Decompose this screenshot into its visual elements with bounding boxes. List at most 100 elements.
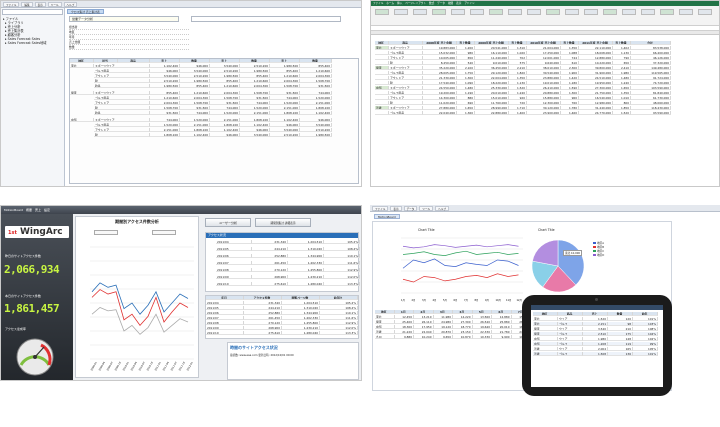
ribbon-icon[interactable]: [622, 9, 636, 15]
value-cell: 1,210,600: [150, 96, 180, 100]
report-tab[interactable]: クロス集計 売上集計表: [67, 9, 104, 14]
table-cell: 2011/05: [206, 306, 244, 310]
grid-cell: 261,450: [252, 261, 288, 265]
detail-button[interactable]: 期間別集計 詳細表示: [255, 218, 311, 227]
toolbar-button[interactable]: 表示: [390, 205, 402, 211]
ribbon-icon[interactable]: [413, 9, 427, 15]
table-cell: 1,480,040: [282, 331, 320, 335]
formula-bar[interactable]: [371, 26, 719, 31]
dashboard-tab[interactable]: 売上: [35, 208, 42, 212]
filter-box[interactable]: [191, 16, 341, 22]
group-label: 中部: [70, 118, 94, 122]
ribbon-icon[interactable]: [584, 9, 598, 15]
ribbon-icon[interactable]: [527, 9, 541, 15]
tree-item[interactable]: ▸ Sales Forecast Sales地域: [3, 41, 47, 45]
toolbar-button[interactable]: ファイル: [372, 205, 389, 211]
ribbon-icon[interactable]: [394, 9, 408, 15]
tree-item[interactable]: ▸ 顧客分析: [3, 33, 21, 37]
ribbon-tab[interactable]: アドイン: [464, 2, 475, 5]
ribbon-tab[interactable]: ホーム: [386, 2, 395, 5]
ribbon-icon[interactable]: [508, 9, 522, 15]
period-select[interactable]: [94, 230, 118, 235]
value-cell: 3,540,000: [180, 69, 210, 73]
filter-row[interactable]: 担当者: [69, 25, 189, 30]
tablet-cell: 99%: [633, 342, 658, 346]
ribbon-icon[interactable]: [565, 9, 579, 15]
ribbon-icon[interactable]: [470, 9, 484, 15]
ribbon-icon[interactable]: [641, 9, 655, 15]
toolbar-button[interactable]: ヘルプ: [63, 1, 78, 7]
sheet-cell: 980: [457, 51, 475, 55]
sheet-cell: 9,640,000: [527, 61, 561, 65]
ribbon-tab[interactable]: 校閲: [447, 2, 454, 5]
toolbar-button[interactable]: ヘルプ: [435, 205, 449, 211]
table-cell: 112.9%: [320, 321, 358, 325]
ribbon-icon[interactable]: [375, 9, 389, 15]
ribbon-icon[interactable]: [546, 9, 560, 15]
filter-row[interactable]: 数量: [69, 45, 189, 50]
ribbon-icon[interactable]: [603, 9, 617, 15]
ribbon-tab[interactable]: 挿入: [397, 2, 403, 5]
dashboard-tab[interactable]: 概要: [26, 208, 33, 212]
ribbon-icon[interactable]: [679, 9, 693, 15]
table-cell: 252,880: [244, 311, 282, 315]
dashboard-tab[interactable]: 設定: [44, 208, 51, 212]
tree-item[interactable]: ▸ ファイル: [3, 17, 19, 21]
toolbar-button[interactable]: ツール: [47, 1, 62, 7]
toolbar-button[interactable]: 編集: [21, 1, 33, 7]
ribbon-tab[interactable]: ファイル: [373, 2, 384, 5]
x-tick-label: 2011-10: [178, 361, 186, 372]
ribbon-tab[interactable]: 数式: [428, 2, 435, 5]
table-cell: 12,450: [394, 315, 414, 319]
toolbar-button[interactable]: ツール: [419, 205, 434, 211]
x-tick-label: 2012-01: [186, 361, 194, 372]
sheet-cell: 28,005,000: [423, 71, 457, 75]
value-cell: 2,510,200: [240, 64, 270, 68]
granularity-select[interactable]: [152, 230, 176, 235]
sheet-cell: 720: [509, 101, 527, 105]
user-analysis-button[interactable]: ユーザー分析: [205, 218, 251, 227]
toolbar-button[interactable]: ファイル: [3, 1, 20, 7]
sheet-cell: 1,350: [509, 76, 527, 80]
tablet-cell: ウェア: [558, 347, 583, 351]
report-title-box[interactable]: 営業データ分析: [69, 16, 179, 22]
kpi-yesterday-label: 昨日のサイトアクセス件数: [5, 254, 41, 258]
ribbon-icon[interactable]: [451, 9, 465, 15]
table-cell: 12,880: [492, 315, 512, 319]
filter-row[interactable]: 年月: [69, 35, 189, 40]
access-grid: アクセス状況 2011/04 231,340 1,204,510 105.2% 2011/…: [205, 232, 360, 292]
ribbon-tab[interactable]: データ: [437, 2, 445, 5]
row-label: 釣具: [94, 111, 150, 115]
table-cell: 111.6%: [320, 316, 358, 320]
legend-label: 地区A: [597, 242, 604, 245]
dashboard-tab[interactable]: MotionBoard: [4, 208, 23, 212]
value-cell: 1,102,400: [150, 64, 180, 68]
toolbar-button[interactable]: 表示: [34, 1, 46, 7]
sheet-cell: 17,540,000: [423, 81, 457, 85]
column-header: 売上数量: [457, 41, 475, 45]
sheet-cell: 83,538,000: [631, 46, 671, 50]
ribbon-icon[interactable]: [489, 9, 503, 15]
filter-row[interactable]: 売上金額: [69, 40, 189, 45]
value-cell: 855,400: [240, 74, 270, 78]
tree-item[interactable]: ▸ Sales Forecast Sales: [3, 37, 41, 41]
filter-row[interactable]: 地区: [69, 30, 189, 35]
value-cell: 2,510,200: [210, 69, 240, 73]
ribbon-icon[interactable]: [660, 9, 674, 15]
ribbon-icon[interactable]: [698, 9, 712, 15]
column-header: 売上数量: [561, 41, 579, 45]
tree-item[interactable]: ▸ ライブラリ: [3, 21, 24, 25]
sheet-cell: [375, 111, 389, 115]
tree-item[interactable]: ▸ 売上集計表: [3, 29, 24, 33]
tree-item[interactable]: ▸ 売上分析: [3, 25, 21, 29]
table-cell: 21,780: [492, 330, 512, 334]
tree-search-box[interactable]: [2, 9, 63, 15]
row-label: ゴルフ用品: [94, 69, 150, 73]
web-tab[interactable]: MotionBoard: [374, 214, 400, 219]
ribbon-tab[interactable]: 表示: [456, 2, 462, 5]
sheet-cell: 1,240: [509, 91, 527, 95]
ribbon-icon[interactable]: [432, 9, 446, 15]
toolbar-button[interactable]: データ: [403, 205, 418, 211]
ribbon-tab[interactable]: ページレイアウト: [405, 2, 426, 5]
value-cell: 1,210,600: [210, 84, 240, 88]
